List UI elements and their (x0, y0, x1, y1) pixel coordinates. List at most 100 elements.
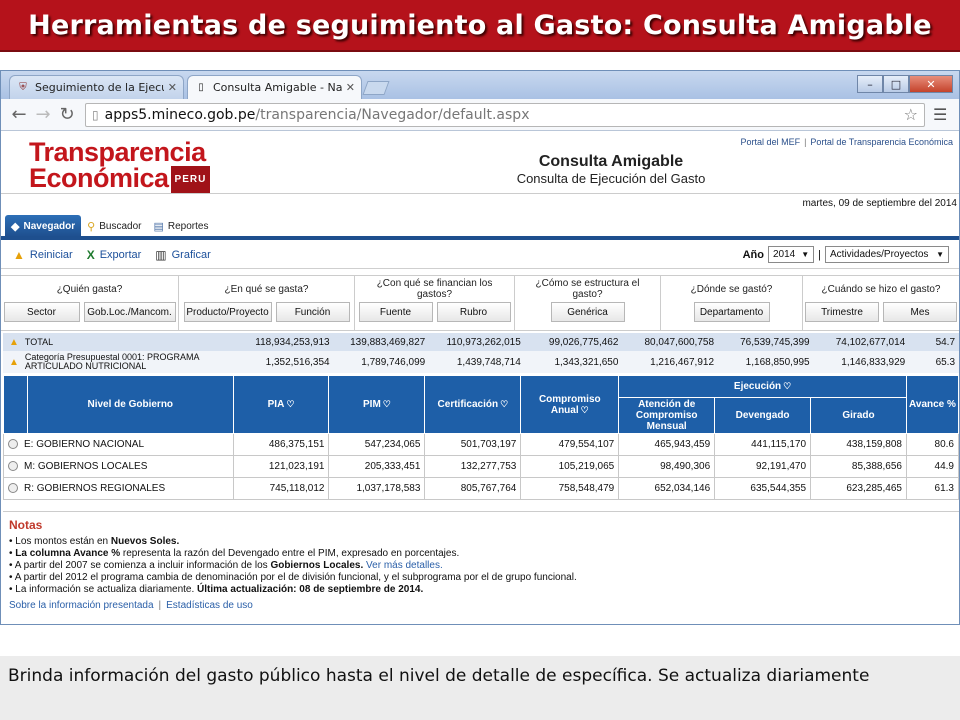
page-icon: ▯ (198, 82, 204, 93)
header-devengado: Devengado (714, 397, 812, 434)
note-item: Los montos están en Nuevos Soles. (9, 536, 953, 548)
producto-proyecto-button[interactable]: Producto/Proyecto (183, 302, 272, 322)
ver-mas-detalles-link[interactable]: Ver más detalles. (366, 560, 443, 571)
header-certificacion[interactable]: Certificación ♡ (424, 375, 522, 434)
tab-seguimiento[interactable]: ⛨ Seguimiento de la Ejecución ✕ (9, 75, 184, 99)
date-label: martes, 09 de septiembre del 2014 (1, 193, 959, 209)
bookmark-star-icon[interactable]: ☆ (903, 105, 918, 124)
departamento-button[interactable]: Departamento (693, 302, 770, 322)
question-con-que: ¿Con qué se financian los gastos? Fuente… (355, 276, 515, 330)
menu-icon[interactable]: ☰ (933, 105, 948, 124)
header-atencion: Atención de Compromiso Mensual (618, 397, 716, 434)
trimestre-button[interactable]: Trimestre (805, 302, 879, 322)
sector-button[interactable]: Sector (3, 302, 80, 322)
note-item: A partir del 2012 el programa cambia de … (9, 572, 953, 584)
link-portal-mef[interactable]: Portal del MEF (740, 137, 801, 147)
mes-button[interactable]: Mes (883, 302, 957, 322)
notes-panel: Notas Los montos están en Nuevos Soles. … (3, 511, 959, 619)
fuente-button[interactable]: Fuente (358, 302, 433, 322)
category-row[interactable]: ▲ Categoría Presupuestal 0001: PROGRAMA … (3, 351, 959, 373)
up-arrow-icon: ▲ (9, 336, 19, 348)
window-controls: – □ ✕ (857, 75, 953, 93)
tab-underline (1, 236, 959, 240)
web-page: Transparencia Económica PERU Portal del M… (1, 131, 959, 624)
tab-reportes[interactable]: ▤ Reportes (153, 220, 209, 233)
brand-line-2: Económica (29, 163, 169, 193)
data-table: Nivel de Gobierno PIA ♡ PIM ♡ Certificació… (3, 375, 959, 500)
question-row: ¿Quién gasta? Sector Gob.Loc./Mancom. ¿E… (1, 275, 959, 331)
funcion-button[interactable]: Función (275, 302, 350, 322)
table-row[interactable]: E: GOBIERNO NACIONAL 486,375,151 547,234… (3, 433, 959, 456)
sobre-informacion-link[interactable]: Sobre la información presentada (9, 600, 154, 611)
page-title-block: Consulta Amigable Consulta de Ejecución … (491, 153, 731, 186)
reload-icon[interactable]: ↻ (59, 104, 75, 125)
note-item: La información se actualiza diariamente.… (9, 584, 953, 596)
tab-consulta-amigable[interactable]: ▯ Consulta Amigable - Nave ✕ (187, 75, 362, 99)
scope-select[interactable]: Actividades/Proyectos ▼ (825, 246, 949, 263)
chart-icon: ▥ (155, 247, 167, 262)
url-host: apps5.mineco.gob.pe (104, 106, 256, 123)
header-nivel: Nivel de Gobierno (26, 375, 234, 434)
brand-line-1: Transparencia (29, 137, 206, 167)
chevron-down-icon: ▼ (801, 250, 810, 259)
question-donde: ¿Dónde se gastó? Departamento (661, 276, 803, 330)
reiniciar-button[interactable]: ▲ Reiniciar (13, 247, 73, 262)
graficar-button[interactable]: ▥ Graficar (155, 247, 211, 262)
tab-label: Consulta Amigable - Nave (213, 81, 342, 94)
table-row[interactable]: M: GOBIERNOS LOCALES 121,023,191 205,333… (3, 455, 959, 478)
up-arrow-icon: ▲ (13, 247, 25, 262)
filter-icon: ♡ (286, 399, 295, 409)
total-row[interactable]: ▲ TOTAL 118,934,253,913 139,883,469,827 … (3, 333, 959, 351)
rubro-button[interactable]: Rubro (436, 302, 511, 322)
filter-icon: ♡ (500, 399, 509, 409)
close-window-button[interactable]: ✕ (909, 75, 953, 93)
gob-loc-button[interactable]: Gob.Loc./Mancom. (83, 302, 176, 322)
header-pia[interactable]: PIA ♡ (232, 375, 330, 434)
filter-icon: ♡ (382, 399, 391, 409)
minimize-button[interactable]: – (857, 75, 883, 93)
estadisticas-link[interactable]: Estadísticas de uso (166, 600, 253, 611)
search-icon: ⚲ (87, 220, 96, 233)
header-compromiso[interactable]: Compromiso Anual ♡ (520, 375, 620, 434)
question-quien: ¿Quién gasta? Sector Gob.Loc./Mancom. (1, 276, 179, 330)
notes-footer: Sobre la información presentada | Estadíst… (9, 600, 253, 611)
tab-buscador[interactable]: ⚲ Buscador (87, 220, 142, 233)
row-radio[interactable] (8, 439, 18, 450)
browser-window: ⛨ Seguimiento de la Ejecución ✕ ▯ Consul… (0, 70, 960, 625)
cube-icon: ◆ (11, 220, 20, 233)
tab-label: Seguimiento de la Ejecución (35, 81, 164, 94)
year-select[interactable]: 2014 ▼ (767, 246, 815, 263)
brand-logo[interactable]: Transparencia Económica PERU (29, 137, 211, 194)
tab-navegador[interactable]: ◆ Navegador (5, 215, 82, 237)
header-girado: Girado (810, 397, 907, 434)
table-row[interactable]: R: GOBIERNOS REGIONALES 745,118,012 1,03… (3, 477, 959, 500)
address-bar: ← → ↻ ▯ apps5.mineco.gob.pe /transparenc… (1, 99, 959, 131)
slide-title-bar: Herramientas de seguimiento al Gasto: Co… (0, 0, 960, 52)
page-icon: ▯ (92, 107, 99, 122)
header-pim[interactable]: PIM ♡ (328, 375, 426, 434)
page-tabs: ◆ Navegador ⚲ Buscador ▤ Reportes (5, 215, 214, 237)
link-portal-transparencia[interactable]: Portal de Transparencia Económica (810, 137, 953, 147)
url-input[interactable]: ▯ apps5.mineco.gob.pe /transparencia/Nav… (85, 102, 925, 127)
year-label: Año (742, 248, 764, 261)
row-radio[interactable] (8, 483, 18, 494)
up-arrow-icon: ▲ (9, 356, 19, 368)
page-title: Consulta Amigable (538, 153, 684, 170)
brand-tag: PERU (170, 166, 211, 194)
url-path: /transparencia/Navegador/default.aspx (255, 106, 530, 123)
maximize-button[interactable]: □ (883, 75, 909, 93)
row-radio[interactable] (8, 461, 18, 472)
close-tab-icon[interactable]: ✕ (345, 81, 355, 94)
header-ejecucion[interactable]: Ejecución ♡ (618, 375, 907, 398)
note-item: A partir del 2007 se comienza a incluir … (9, 560, 953, 572)
question-como: ¿Cómo se estructura el gasto? Genérica (515, 276, 661, 330)
year-selector-group: Año 2014 ▼ | Actividades/Proyectos ▼ (743, 246, 953, 263)
header-blank (3, 375, 28, 434)
exportar-button[interactable]: X Exportar (86, 247, 142, 262)
new-tab-button[interactable] (362, 81, 390, 95)
report-icon: ▤ (153, 220, 164, 233)
forward-arrow-icon[interactable]: → (35, 104, 51, 125)
close-tab-icon[interactable]: ✕ (167, 81, 177, 94)
generica-button[interactable]: Genérica (550, 302, 625, 322)
back-arrow-icon[interactable]: ← (11, 104, 27, 125)
